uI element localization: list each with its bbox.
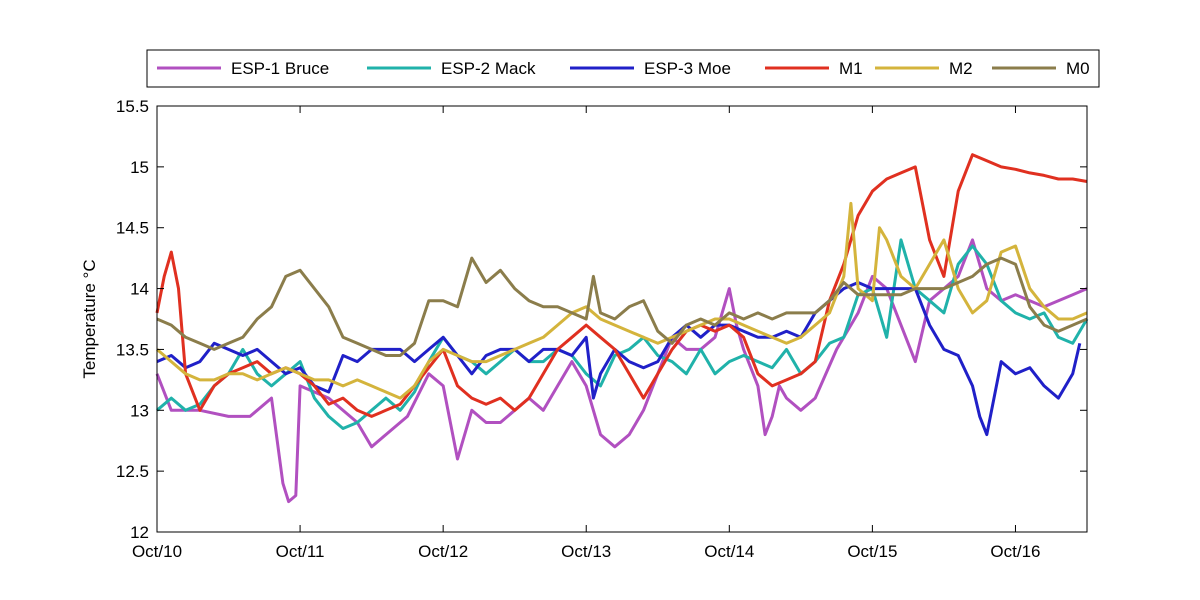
series-line-m2 (156, 201, 1088, 400)
x-tick-label: Oct/15 (847, 542, 897, 561)
y-tick-label: 14.5 (116, 219, 149, 238)
y-tick-label: 12.5 (116, 462, 149, 481)
x-tick-label: Oct/12 (418, 542, 468, 561)
series-line-esp-2-mack (156, 238, 1089, 430)
y-tick-label: 15 (130, 158, 149, 177)
series-line-m0 (156, 256, 1088, 357)
y-tick-label: 13.5 (116, 340, 149, 359)
legend-label: M1 (839, 59, 863, 78)
y-tick-label: 14 (130, 280, 149, 299)
legend-label: ESP-1 Bruce (231, 59, 329, 78)
x-tick-label: Oct/14 (704, 542, 754, 561)
tick-layer: 12 12.5 13 13.5 14 14.5 15 15.5 Oct/10 Oct/11 Oct/… (116, 97, 1087, 561)
plot-frame (156, 105, 1088, 533)
y-axis-label: Temperature °C (80, 259, 99, 378)
x-tick-label: Oct/11 (276, 542, 325, 561)
y-tick-label: 13 (130, 401, 149, 420)
plot-area (157, 106, 1087, 532)
legend-label: M0 (1066, 59, 1090, 78)
x-tick-label: Oct/16 (990, 542, 1040, 561)
y-tick-label: 15.5 (116, 97, 149, 116)
y-tick-label: 12 (130, 523, 149, 542)
x-tick-label: Oct/10 (132, 542, 182, 561)
legend: ESP-1 Bruce ESP-2 Mack ESP-3 Moe M1 M2 M0 (146, 49, 1100, 88)
legend-label: M2 (949, 59, 973, 78)
legend-label: ESP-2 Mack (441, 59, 536, 78)
x-tick-label: Oct/13 (561, 542, 611, 561)
legend-label: ESP-3 Moe (644, 59, 731, 78)
series-layer (155, 153, 1089, 504)
